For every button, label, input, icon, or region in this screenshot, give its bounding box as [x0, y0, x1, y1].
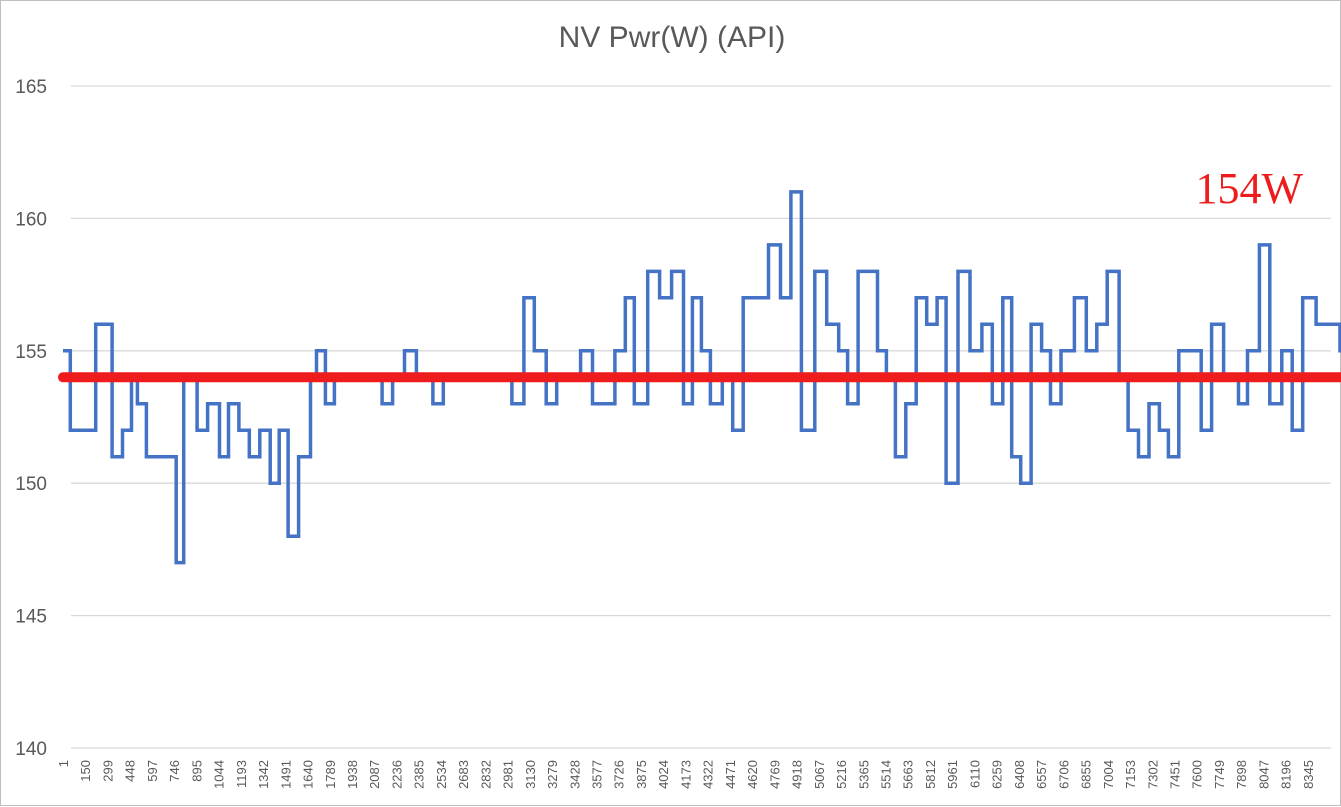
y-tick-label: 155	[15, 342, 47, 363]
x-tick-label: 2683	[456, 760, 471, 789]
y-tick-label: 160	[15, 209, 47, 230]
x-tick-label: 7898	[1234, 760, 1249, 789]
x-tick-label: 8345	[1301, 760, 1316, 789]
x-tick-label: 7451	[1167, 760, 1182, 789]
x-tick-label: 7600	[1190, 760, 1205, 789]
x-tick-label: 746	[167, 760, 182, 782]
x-tick-label: 1044	[212, 760, 227, 789]
x-tick-label: 597	[145, 760, 160, 782]
x-tick-label: 1491	[278, 760, 293, 789]
x-tick-label: 2534	[434, 760, 449, 789]
x-tick-label: 7302	[1145, 760, 1160, 789]
x-tick-label: 5514	[879, 760, 894, 789]
x-tick-label: 6706	[1056, 760, 1071, 789]
x-tick-label: 895	[189, 760, 204, 782]
y-tick-label: 145	[15, 607, 47, 628]
series-layer	[63, 190, 1341, 565]
x-tick-label: 7153	[1123, 760, 1138, 789]
x-tick-label: 150	[78, 760, 93, 782]
x-tick-label: 5663	[901, 760, 916, 789]
x-tick-label: 2832	[478, 760, 493, 789]
x-tick-label: 3279	[545, 760, 560, 789]
gridlines	[71, 85, 1331, 749]
x-axis-tick-labels: 1 150 299 448 597 746 895 1044 1193 1342 1491 1640 1…	[56, 760, 1316, 789]
x-tick-label: 7749	[1212, 760, 1227, 789]
series-line-0	[63, 190, 1341, 565]
x-tick-label: 2236	[389, 760, 404, 789]
x-tick-label: 1193	[234, 760, 249, 788]
annotation-154w: 154W	[1195, 164, 1303, 213]
x-tick-label: 6259	[990, 760, 1005, 789]
x-tick-label: 7004	[1101, 760, 1116, 789]
x-tick-label: 3875	[634, 760, 649, 789]
x-tick-label: 5067	[812, 760, 827, 789]
x-tick-label: 1938	[345, 760, 360, 789]
y-tick-label: 150	[15, 474, 47, 495]
y-tick-label: 140	[15, 739, 47, 760]
x-tick-label: 4322	[701, 760, 716, 789]
x-tick-label: 6110	[967, 760, 982, 788]
x-tick-label: 5812	[923, 760, 938, 789]
x-tick-label: 8047	[1256, 760, 1271, 789]
x-tick-label: 2385	[412, 760, 427, 789]
x-tick-label: 1342	[256, 760, 271, 789]
x-tick-label: 6408	[1012, 760, 1027, 789]
x-tick-label: 2087	[367, 760, 382, 789]
x-tick-label: 4173	[678, 760, 693, 789]
x-tick-label: 6557	[1034, 760, 1049, 789]
y-axis-tick-labels: 140 145 150 155 160 165	[15, 77, 47, 760]
x-tick-label: 4471	[723, 760, 738, 789]
x-tick-label: 299	[100, 760, 115, 782]
x-tick-label: 8196	[1279, 760, 1294, 789]
x-tick-label: 4918	[790, 760, 805, 789]
chart-title: NV Pwr(W) (API)	[559, 21, 786, 54]
x-tick-label: 4620	[745, 760, 760, 789]
x-tick-label: 6855	[1079, 760, 1094, 789]
x-tick-label: 3726	[612, 760, 627, 789]
x-tick-label: 4769	[767, 760, 782, 789]
x-tick-label: 1640	[301, 760, 316, 789]
x-tick-label: 1	[56, 760, 71, 767]
y-tick-label: 165	[15, 77, 47, 98]
x-tick-label: 3577	[590, 760, 605, 789]
x-tick-label: 5216	[834, 760, 849, 789]
x-tick-label: 3428	[567, 760, 582, 789]
x-tick-label: 1789	[323, 760, 338, 789]
x-tick-label: 4024	[656, 760, 671, 789]
x-tick-label: 448	[123, 760, 138, 782]
x-tick-label: 3130	[523, 760, 538, 789]
x-tick-label: 5961	[945, 760, 960, 789]
x-tick-label: 2981	[501, 760, 516, 789]
x-tick-label: 5365	[856, 760, 871, 789]
